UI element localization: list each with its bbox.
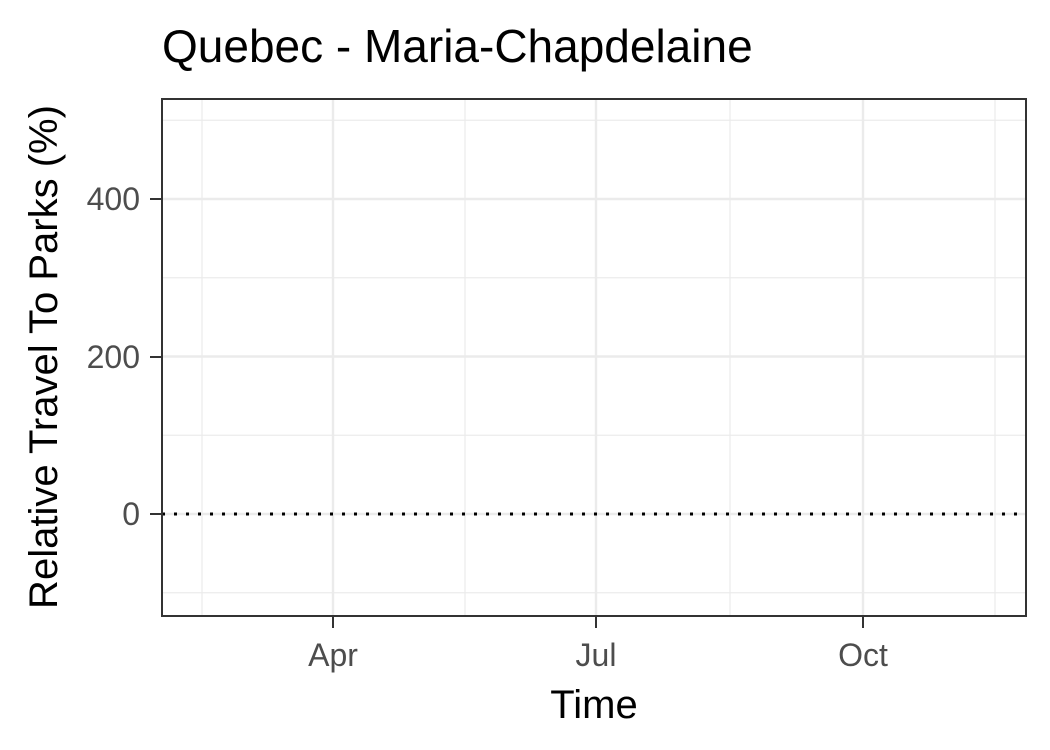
y-axis: 0 200 400	[87, 181, 162, 532]
y-tick-label: 0	[122, 496, 140, 532]
x-axis-title: Time	[550, 683, 637, 727]
y-tick-label: 400	[87, 181, 140, 217]
chart-title: Quebec - Maria-Chapdelaine	[162, 20, 753, 72]
x-tick-label: Jul	[576, 637, 617, 673]
x-tick-label: Apr	[308, 637, 358, 673]
y-tick-label: 200	[87, 339, 140, 375]
x-axis: Apr Jul Oct	[308, 616, 888, 673]
x-tick-label: Oct	[838, 637, 888, 673]
y-axis-title: Relative Travel To Parks (%)	[22, 105, 66, 609]
